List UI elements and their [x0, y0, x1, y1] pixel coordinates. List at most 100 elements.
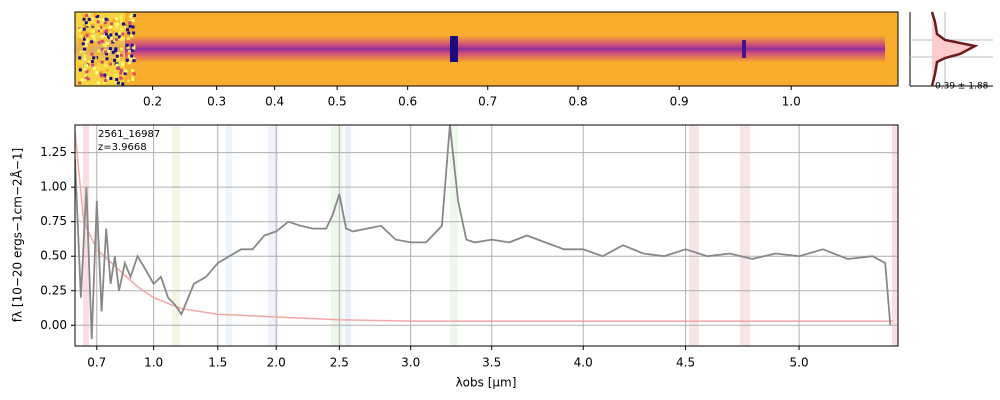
x-tick-label: 3.0: [401, 356, 420, 370]
noise-pixel: [119, 27, 123, 31]
noise-pixel: [132, 59, 136, 63]
noise-pixel: [108, 47, 112, 51]
noise-pixel: [103, 50, 107, 54]
noise-pixel: [132, 57, 136, 61]
x-tick-label: 4.5: [676, 356, 695, 370]
noise-pixel: [103, 23, 107, 27]
noise-pixel: [83, 57, 87, 61]
noise-pixel: [115, 24, 119, 28]
noise-pixel: [96, 51, 100, 55]
noise-pixel: [103, 79, 107, 83]
noise-pixel: [87, 17, 91, 21]
top-x-tick-label: 0.8: [569, 95, 588, 109]
noise-pixel: [116, 22, 120, 26]
noise-pixel: [85, 33, 89, 37]
noise-pixel: [109, 57, 113, 61]
noise-pixel: [131, 77, 135, 81]
noise-pixel: [91, 21, 95, 25]
noise-pixel: [117, 35, 121, 39]
noise-pixel: [107, 49, 111, 53]
x-tick-label: 0.7: [87, 356, 106, 370]
top-x-tick-label: 0.5: [328, 95, 347, 109]
noise-pixel: [83, 47, 87, 51]
noise-pixel: [82, 24, 86, 28]
noise-pixel: [85, 13, 89, 17]
y-tick-label: 0.75: [40, 214, 67, 228]
noise-pixel: [106, 18, 110, 22]
noise-pixel: [132, 46, 136, 50]
noise-pixel: [78, 81, 82, 85]
noise-pixel: [118, 44, 122, 48]
noise-pixel: [90, 40, 94, 44]
noise-pixel: [104, 32, 108, 36]
noise-pixel: [125, 58, 129, 62]
noise-pixel: [82, 49, 86, 53]
noise-pixel: [99, 74, 103, 78]
noise-pixel: [82, 14, 86, 18]
noise-pixel: [131, 75, 135, 79]
noise-pixel: [118, 49, 122, 53]
noise-pixel: [118, 31, 122, 35]
noise-pixel: [119, 14, 123, 18]
y-tick-label: 0.25: [40, 283, 67, 297]
noise-pixel: [129, 15, 133, 19]
noise-pixel: [95, 71, 99, 75]
noise-pixel: [83, 44, 87, 48]
y-tick-label: 0.00: [40, 318, 67, 332]
noise-pixel: [132, 31, 136, 35]
noise-pixel: [109, 33, 113, 37]
noise-pixel: [130, 34, 134, 38]
top-x-tick-label: 1.0: [782, 95, 801, 109]
noise-pixel: [131, 18, 135, 22]
noise-pixel: [111, 50, 115, 54]
noise-pixel: [119, 19, 123, 23]
top-x-tick-label: 0.2: [143, 95, 162, 109]
noise-pixel: [109, 76, 113, 80]
noise-pixel: [87, 68, 91, 72]
noise-pixel: [100, 39, 104, 43]
noise-pixel: [116, 67, 120, 71]
noise-pixel: [103, 43, 107, 47]
top-x-tick-label: 0.3: [207, 95, 226, 109]
noise-pixel: [83, 54, 87, 58]
noise-pixel: [121, 32, 125, 36]
noise-pixel: [81, 42, 85, 46]
noise-pixel: [97, 49, 101, 53]
noise-pixel: [127, 61, 131, 65]
noise-pixel: [91, 23, 95, 27]
noise-pixel: [96, 20, 100, 24]
noise-pixel: [123, 72, 127, 76]
noise-pixel: [80, 78, 84, 82]
noise-pixel: [124, 79, 128, 83]
y-axis-label: fλ [10−20 ergs−1cm−2Å−1]: [10, 148, 25, 322]
noise-pixel: [130, 13, 134, 17]
noise-pixel: [128, 50, 132, 54]
noise-pixel: [78, 56, 82, 60]
noise-pixel: [114, 73, 118, 77]
noise-pixel: [126, 45, 130, 49]
noise-pixel: [103, 21, 107, 25]
noise-pixel: [94, 62, 98, 66]
noise-pixel: [90, 30, 94, 34]
noise-pixel: [84, 44, 88, 48]
histogram-label: 0.39 ± 1.88: [935, 82, 989, 92]
noise-pixel: [112, 19, 116, 23]
noise-pixel: [120, 47, 124, 51]
noise-pixel: [82, 77, 86, 81]
noise-pixel: [115, 63, 119, 67]
noise-pixel: [127, 54, 131, 58]
noise-pixel: [119, 57, 123, 61]
noise-pixel: [129, 57, 133, 61]
noise-pixel: [114, 47, 118, 51]
noise-pixel: [107, 35, 111, 39]
noise-pixel: [130, 54, 134, 58]
noise-pixel: [131, 25, 135, 29]
top-x-tick-label: 0.9: [670, 95, 689, 109]
noise-pixel: [119, 37, 123, 41]
noise-pixel: [119, 17, 123, 21]
noise-pixel: [114, 38, 118, 42]
noise-pixel: [97, 81, 101, 85]
top-x-tick-label: 0.4: [265, 95, 284, 109]
noise-pixel: [94, 29, 98, 33]
